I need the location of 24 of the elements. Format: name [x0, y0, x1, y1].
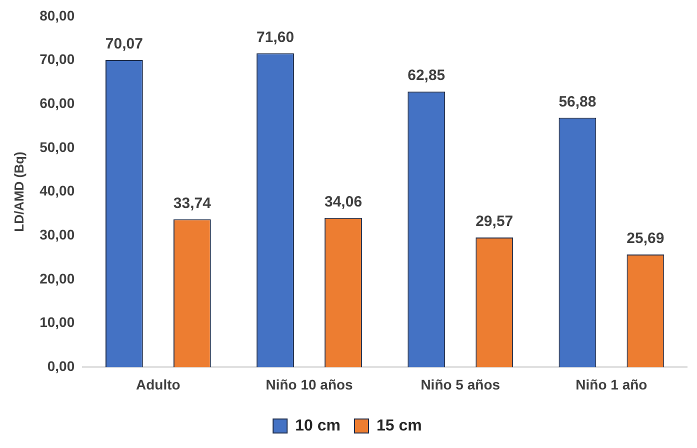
- data-label: 34,06: [324, 193, 362, 210]
- data-label: 62,85: [408, 67, 446, 84]
- data-label: 33,74: [173, 194, 212, 212]
- legend-label: 10 cm: [295, 417, 341, 434]
- x-tick-label: Adulto: [136, 376, 180, 392]
- x-tick-label: Niño 1 año: [576, 376, 648, 392]
- y-tick-label: 0,00: [47, 358, 75, 374]
- data-label: 25,69: [626, 230, 664, 248]
- data-label: 70,07: [105, 36, 143, 53]
- y-axis-title: LD/AMD (Bq): [11, 152, 26, 232]
- y-tick-label: 50,00: [40, 138, 75, 155]
- legend-label: 15 cm: [376, 417, 422, 434]
- y-tick-label: 40,00: [40, 182, 75, 199]
- data-label: 29,57: [476, 213, 514, 230]
- y-tick-label: 80,00: [40, 7, 75, 24]
- data-label: 71,60: [256, 28, 294, 46]
- y-tick-label: 10,00: [40, 314, 75, 330]
- y-tick-label: 30,00: [40, 226, 75, 243]
- y-tick-label: 20,00: [40, 270, 75, 286]
- data-label: 56,88: [558, 93, 596, 110]
- y-tick-label: 60,00: [40, 94, 75, 111]
- x-tick-label: Niño 10 años: [266, 376, 354, 392]
- y-tick-label: 70,00: [40, 51, 75, 68]
- x-tick-label: Niño 5 años: [420, 376, 500, 392]
